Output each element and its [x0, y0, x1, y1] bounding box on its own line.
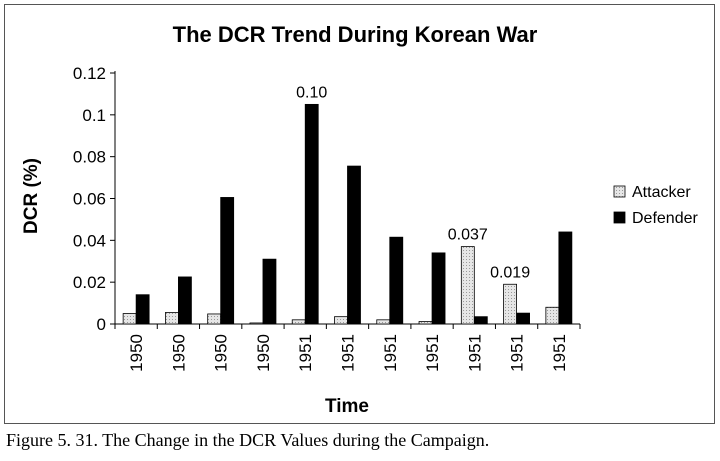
y-tick-label: 0.12	[73, 64, 106, 83]
y-tick-label: 0	[97, 315, 106, 334]
defender-bar	[178, 276, 192, 325]
data-label: 0.019	[490, 264, 530, 281]
defender-bar	[431, 252, 446, 325]
defender-bar	[516, 312, 530, 325]
x-tick-label: 1950	[212, 334, 231, 372]
attacker-bar	[291, 319, 306, 325]
legend-label-defender: Defender	[632, 210, 698, 227]
x-tick-label: 1950	[254, 334, 273, 372]
legend: Attacker Defender	[613, 184, 698, 227]
attacker-bar	[503, 283, 517, 325]
attacker-bar	[418, 321, 433, 325]
attacker-bar	[249, 322, 264, 325]
defender-bar	[558, 231, 573, 325]
defender-bar	[347, 165, 361, 325]
defender-bar	[304, 103, 319, 325]
x-tick-label: 1950	[169, 334, 188, 372]
chart-title: The DCR Trend During Korean War	[173, 22, 538, 47]
y-tick-label: 0.02	[73, 273, 106, 292]
x-tick-label: 1951	[381, 334, 400, 372]
plot-area: 0 0.02 0.04 0.06 0.08 0.1 0.12 1950 1950 1950 1950…	[73, 64, 581, 372]
attacker-bar	[460, 246, 475, 325]
y-axis-title: DCR (%)	[21, 158, 42, 234]
legend-label-attacker: Attacker	[632, 184, 691, 201]
data-label: 0.037	[448, 227, 488, 244]
attacker-bar	[545, 306, 560, 325]
y-tick-label: 0.08	[73, 148, 106, 167]
figure-caption: Figure 5. 31. The Change in the DCR Valu…	[6, 430, 490, 450]
attacker-bar	[165, 312, 179, 325]
attacker-bar	[207, 313, 222, 325]
attacker-bar	[376, 319, 391, 325]
defender-bar	[389, 236, 404, 325]
x-tick-label: 1951	[339, 334, 358, 372]
legend-swatch-defender	[613, 211, 626, 224]
y-tick-label: 0.1	[82, 106, 106, 125]
attacker-bar	[122, 313, 137, 325]
data-label: 0.10	[296, 84, 327, 101]
x-tick-label: 1951	[550, 334, 569, 372]
defender-bar	[262, 258, 277, 325]
x-axis-title: Time	[325, 396, 369, 417]
x-tick-label: 1951	[296, 334, 315, 372]
defender-bar	[220, 197, 235, 325]
x-tick-label: 1951	[465, 334, 484, 372]
y-tick-label: 0.04	[73, 231, 106, 250]
defender-bar	[473, 316, 488, 325]
defender-bar	[135, 294, 150, 325]
attacker-bar	[334, 316, 348, 325]
x-tick-label: 1951	[508, 334, 527, 372]
x-tick-label: 1950	[127, 334, 146, 372]
legend-swatch-attacker	[613, 185, 626, 198]
y-tick-label: 0.06	[73, 190, 106, 209]
x-tick-label: 1951	[423, 334, 442, 372]
